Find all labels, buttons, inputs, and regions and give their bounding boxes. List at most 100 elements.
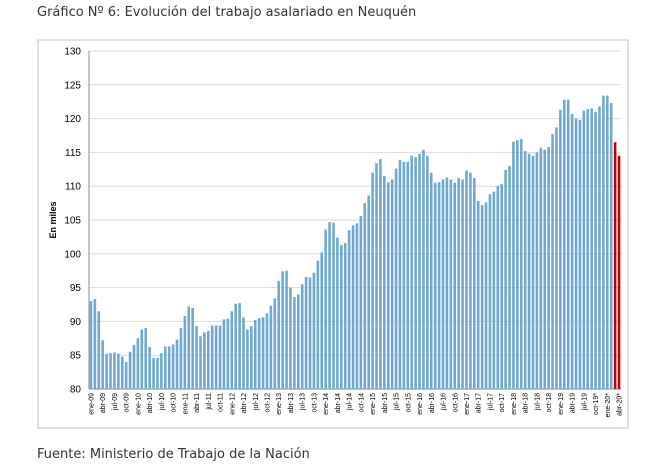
page-title: Gráfico Nº 6: Evolución del trabajo asal… [37,5,417,20]
x-tick-label: jul-16 [441,393,448,411]
bar [480,205,484,389]
bar [296,294,300,389]
bar [406,161,410,389]
bar [89,301,93,389]
bar [203,332,206,389]
x-tick-label: jul-19 [581,393,588,411]
x-tick-label: ene-13 [276,393,283,415]
bar [539,147,543,389]
x-tick-label: oct-09 [124,393,131,413]
bar [551,134,554,389]
x-tick-label: ene-15 [370,393,377,415]
bar [606,95,609,389]
bar [281,271,284,389]
bar [261,317,265,389]
y-tick-label: 95 [70,283,82,294]
bar [140,329,144,389]
bar [250,326,253,389]
y-tick-label: 105 [64,216,81,227]
bar [363,203,367,389]
bar [179,328,183,389]
y-tick-label: 85 [70,351,82,362]
bar [238,303,241,389]
bar [253,320,257,389]
bar [469,172,472,389]
bar [437,182,441,389]
bar [351,225,355,389]
bar [93,299,97,389]
bar [586,109,590,390]
bar [555,127,558,389]
bar [183,315,187,389]
x-tick-label: oct-14 [358,393,365,413]
x-tick-label: oct-17 [499,393,506,413]
x-tick-label: abr-17 [476,393,483,413]
bar [199,336,202,389]
bar [230,311,234,389]
bar [320,252,324,389]
bar [117,353,120,389]
bar [519,138,523,389]
bar [163,346,167,389]
bar [504,169,507,389]
x-tick-label: abr-11 [194,393,201,413]
bar [566,99,570,389]
x-tick-label: abr-16 [429,393,436,413]
bar [120,356,124,389]
bar [269,305,273,389]
bar [101,340,104,389]
bar [148,347,151,389]
bar [191,307,194,389]
bar [433,182,437,389]
bar [473,178,476,389]
bar [371,172,374,389]
bar [285,270,288,389]
x-tick-label: jul-18 [534,393,541,411]
bar [136,338,140,389]
bar [562,99,566,389]
x-tick-label: jul-10 [159,393,166,411]
bar [167,346,171,389]
bar [488,194,492,389]
x-tick-label: oct-12 [264,393,271,413]
x-tick-label: ene-12 [229,393,236,415]
bar [429,172,433,389]
x-tick-label: ene-17 [464,393,471,415]
bar [594,111,597,389]
x-tick-label: ene-20* [605,393,612,418]
bar [340,245,343,389]
bar [578,119,582,390]
y-tick-label: 115 [65,148,81,159]
bar [336,237,339,389]
bar [496,186,500,389]
bar [582,110,586,389]
x-tick-label: abr-09 [100,393,107,413]
bar [277,280,281,389]
bar [128,351,132,389]
bar [156,357,159,389]
bar [214,325,218,389]
bar [457,178,460,389]
x-tick-label: oct-18 [546,393,553,413]
bar [512,141,515,389]
x-tick-label: jul-15 [394,393,401,411]
bar [160,353,163,389]
x-tick-label: abr-15 [382,393,389,413]
x-tick-label: jul-12 [253,393,260,411]
x-tick-label: abr-13 [288,393,295,413]
bar [492,191,496,389]
bar [461,179,464,389]
x-tick-label: abr-20* [617,393,624,416]
bar [379,159,382,389]
bar [375,163,378,389]
bar [527,153,531,389]
x-tick-label: abr-10 [147,393,154,413]
bar [402,161,406,389]
bar [570,113,574,390]
x-tick-label: ene-10 [135,393,142,415]
bar [113,352,116,389]
x-tick-label: ene-19 [558,393,565,415]
bar [355,223,359,389]
bar [97,311,101,389]
x-tick-label: oct-16 [452,393,459,413]
